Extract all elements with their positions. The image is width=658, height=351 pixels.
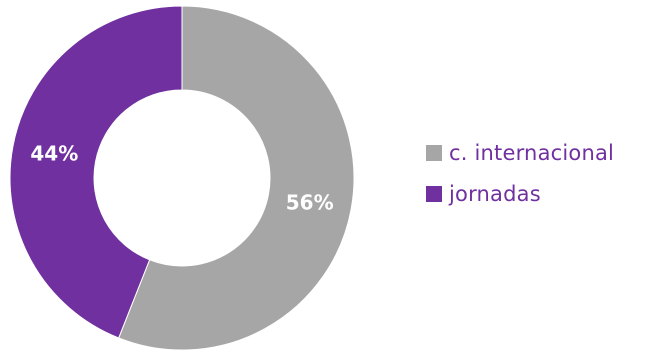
legend-swatch-jornadas <box>426 186 442 202</box>
slice-c-internacional <box>118 5 355 351</box>
legend-swatch-c-internacional <box>426 145 442 161</box>
chart-legend: c. internacional jornadas <box>426 138 614 220</box>
legend-item-c-internacional: c. internacional <box>426 138 614 168</box>
donut-data-labels: 56% 44% <box>30 142 333 215</box>
data-label-jornadas: 44% <box>30 142 78 166</box>
legend-label-jornadas: jornadas <box>449 182 541 206</box>
donut-slices <box>9 5 355 351</box>
legend-item-jornadas: jornadas <box>426 179 614 209</box>
legend-label-c-internacional: c. internacional <box>449 141 615 165</box>
data-label-c-internacional: 56% <box>286 190 334 214</box>
slice-jornadas <box>9 5 183 339</box>
